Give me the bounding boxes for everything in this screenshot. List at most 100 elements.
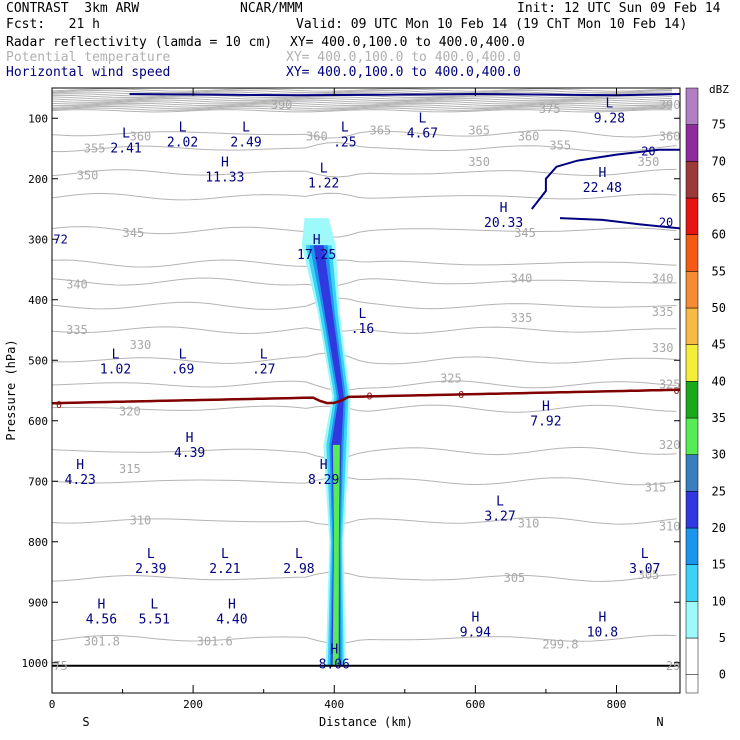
zero-isotherm-label-0: 0 (56, 400, 62, 411)
colorbar-label: 40 (712, 374, 726, 388)
plume-layer-4 (332, 444, 340, 666)
extremum-value: .25 (333, 136, 356, 151)
extremum-value: 3.27 (484, 509, 515, 524)
extremum-value: 2.39 (135, 562, 166, 577)
y-tick-label: 100 (28, 112, 48, 125)
extremum-17: H4.23 (65, 458, 96, 488)
colorbar-swatch-50 (685, 271, 699, 309)
extremum-value: 2.02 (167, 136, 198, 151)
extremum-value: .16 (351, 322, 374, 337)
colorbar-label: 75 (712, 118, 726, 132)
extremum-value: 1.22 (308, 177, 339, 192)
colorbar-label: 0 (719, 668, 726, 682)
extremum-0: L2.41 (110, 127, 141, 157)
colorbar-label: 15 (712, 558, 726, 572)
extremum-type: L (150, 597, 158, 612)
theta-label: 390 (271, 98, 293, 112)
theta-label: 345 (514, 226, 536, 240)
extremum-type: H (598, 166, 606, 181)
extremum-9: H20.33 (484, 201, 523, 231)
theta-label: 310 (659, 520, 681, 534)
extremum-type: H (313, 233, 321, 248)
theta-label: 350 (468, 155, 490, 169)
theta-label: 299.8 (542, 638, 578, 652)
extremum-value: 10.8 (587, 626, 618, 641)
theta-label: 320 (119, 405, 141, 419)
colorbar-label: 5 (719, 631, 726, 645)
extremum-type: L (179, 121, 187, 136)
theta-label: 325 (440, 371, 462, 385)
x-axis-label: Distance (km) (319, 715, 413, 729)
wind-contour-1 (531, 148, 680, 210)
theta-label: 335 (652, 305, 674, 319)
extremum-type: L (179, 347, 187, 362)
theta-label: 315 (119, 462, 141, 476)
theta-label: 340 (66, 278, 88, 292)
theta-label: 350 (638, 155, 660, 169)
extremum-value: 4.39 (174, 446, 205, 461)
extremum-12: L1.02 (100, 347, 131, 377)
extremum-25: L5.51 (139, 597, 170, 627)
reflectivity-plume (301, 218, 351, 666)
extremum-value: 9.28 (594, 111, 625, 126)
extremum-23: L3.07 (629, 547, 660, 577)
y-tick-label: 300 (28, 233, 48, 246)
extremum-3: L.25 (333, 121, 356, 151)
theta-label: 350 (77, 169, 99, 183)
south-label: S (82, 715, 89, 729)
extremum-value: 22.48 (583, 181, 622, 196)
extremum-type: H (598, 611, 606, 626)
colorbar-unit: dBZ (709, 83, 729, 96)
extremum-value: 7.92 (530, 414, 561, 429)
theta-label: 345 (123, 226, 145, 240)
theta-label: 335 (511, 311, 533, 325)
colorbar-swatch-60 (685, 197, 699, 235)
wind-label: 20 (641, 145, 655, 159)
extremum-type: L (320, 162, 328, 177)
theta-label: 375 (539, 102, 561, 116)
extremum-11: L.16 (351, 307, 374, 337)
theta-label: 340 (652, 272, 674, 286)
extremum-20: L2.39 (135, 547, 166, 577)
extremum-6: H11.33 (205, 156, 244, 186)
extremum-type: H (228, 597, 236, 612)
extremum-value: 8.29 (308, 473, 339, 488)
zero-isotherm-label-2: 0 (458, 390, 464, 401)
field-wind: Horizontal wind speed (6, 65, 171, 80)
extremum-type: H (471, 611, 479, 626)
extremum-value: 2.98 (283, 562, 314, 577)
colorbar-label: 45 (712, 338, 726, 352)
init-time: Init: 12 UTC Sun 09 Feb 14 (517, 1, 721, 16)
zero-isotherm-label-1: 0 (367, 391, 373, 402)
wind-contour-0 (129, 92, 680, 97)
extremum-24: H4.56 (86, 597, 117, 627)
extremum-type: L (242, 121, 250, 136)
theta-label: 360 (306, 129, 328, 143)
y-tick-label: 700 (28, 475, 48, 488)
theta-label: 299 (666, 659, 688, 673)
extremum-value: 20.33 (484, 216, 523, 231)
forecast-hour: Fcst: 21 h (6, 17, 100, 32)
extremum-10: H17.25 (297, 233, 336, 263)
y-tick-label: 800 (28, 536, 48, 549)
theta-label: 310 (130, 514, 152, 528)
extremum-value: 8.06 (319, 658, 350, 673)
colorbar-swatch-10 (685, 564, 699, 602)
y-tick-label: 900 (28, 596, 48, 609)
theta-label: 75 (53, 659, 67, 673)
north-label: N (656, 715, 663, 729)
colorbar-swatch-15 (685, 527, 699, 565)
extremum-8: H22.48 (583, 166, 622, 196)
xy-wind: XY= 400.0,100.0 to 400.0,400.0 (286, 65, 521, 80)
zero-isotherm (52, 388, 680, 405)
extremum-14: L.27 (252, 347, 275, 377)
x-tick-label: 200 (183, 698, 203, 711)
y-tick-label: 600 (28, 415, 48, 428)
org-label: NCAR/MMM (240, 1, 303, 16)
colorbar-swatch-5 (685, 601, 699, 639)
extremum-type: H (76, 458, 84, 473)
extremum-21: L2.21 (209, 547, 240, 577)
extremum-type: L (112, 347, 120, 362)
colorbar-label: 25 (712, 484, 726, 498)
x-tick-label: 600 (465, 698, 485, 711)
